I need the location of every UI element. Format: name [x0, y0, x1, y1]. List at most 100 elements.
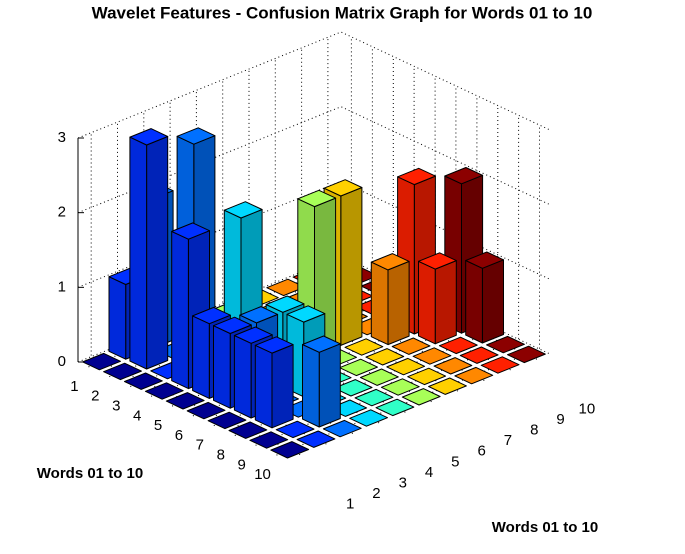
- bar-face: [233, 335, 252, 419]
- bar-face: [434, 260, 457, 345]
- bar: [438, 336, 478, 355]
- bar: [322, 419, 362, 438]
- bar-top: [365, 348, 405, 366]
- bar-top: [265, 295, 305, 313]
- bar-face: [340, 187, 363, 346]
- x-tick-label: 7: [504, 432, 512, 449]
- bar-face: [318, 343, 341, 428]
- bar-top: [459, 346, 499, 364]
- y-tick-label: 7: [196, 437, 204, 454]
- bar-top: [239, 306, 279, 324]
- bar-top: [344, 338, 384, 356]
- bar-top: [380, 378, 420, 396]
- bar: [296, 430, 336, 448]
- z-tick-label: 2: [58, 204, 66, 221]
- bar-top: [165, 392, 205, 410]
- bar-top: [401, 388, 441, 406]
- y-tick-label: 1: [70, 378, 78, 395]
- bar-top: [296, 430, 336, 448]
- bar: [186, 401, 226, 420]
- bar-face: [302, 344, 320, 428]
- x-axis-label: Words 01 to 10: [492, 519, 598, 536]
- bar: [375, 398, 415, 417]
- bar-top: [223, 201, 263, 219]
- bar-face: [481, 259, 504, 344]
- bar: [339, 358, 378, 377]
- bar-face: [254, 344, 273, 429]
- bar-top: [302, 335, 341, 353]
- bar: [207, 411, 247, 430]
- bar-top: [444, 167, 484, 185]
- bar-top: [454, 366, 494, 385]
- bar-top: [129, 128, 169, 146]
- bar-top: [360, 368, 399, 386]
- bar: [144, 382, 184, 400]
- x-tick-label: 8: [530, 421, 538, 438]
- grid-line: [255, 115, 520, 446]
- bar: [386, 357, 426, 376]
- grid-line: [77, 31, 551, 139]
- bar: [270, 441, 310, 459]
- bar: [433, 357, 473, 375]
- z-tick-label: 0: [58, 353, 66, 370]
- bar: [365, 348, 405, 366]
- bar-top: [249, 431, 289, 449]
- bar-top: [213, 316, 252, 334]
- bar: [428, 377, 467, 395]
- y-tick-label: 5: [154, 417, 162, 434]
- bar: [275, 420, 315, 439]
- bar-top: [480, 356, 520, 374]
- bar-top: [391, 337, 431, 355]
- bar-top: [297, 189, 337, 208]
- grid-line: [88, 36, 352, 368]
- x-tick-label: 4: [425, 464, 433, 481]
- bar: [124, 372, 163, 390]
- bar-top: [233, 326, 273, 344]
- grid-line: [276, 125, 540, 456]
- z-tick-label: 1: [58, 278, 66, 295]
- bar: [349, 409, 388, 427]
- bar-face: [387, 260, 410, 346]
- y-tick-label: 6: [175, 427, 183, 444]
- bar: [103, 362, 142, 381]
- bar-top: [207, 411, 247, 430]
- bar-top: [370, 253, 410, 271]
- bar-top: [397, 167, 436, 186]
- bar-face: [171, 230, 189, 390]
- bar: [407, 367, 446, 386]
- bar: [480, 356, 520, 374]
- bar-face: [271, 344, 294, 429]
- bar-top: [428, 377, 467, 395]
- bar-top: [176, 127, 216, 145]
- bar: [344, 338, 384, 356]
- bar-top: [171, 222, 210, 240]
- bar-top: [354, 388, 394, 407]
- bar-top: [323, 179, 363, 197]
- y-tick-label: 10: [254, 466, 271, 483]
- bar-top: [386, 357, 426, 376]
- bar: [370, 253, 410, 346]
- bar: [165, 392, 205, 410]
- bar-top: [412, 347, 452, 365]
- x-tick-label: 9: [556, 411, 564, 428]
- bar-face: [129, 136, 148, 370]
- bar-top: [103, 362, 142, 381]
- bar-top: [270, 441, 310, 459]
- bar: [354, 388, 394, 407]
- y-tick-label: 4: [133, 407, 141, 424]
- bar-top: [124, 372, 163, 390]
- bar: [360, 368, 399, 386]
- grid-line: [130, 56, 394, 387]
- bar-face: [418, 260, 436, 345]
- bar: [380, 378, 420, 396]
- bar: [302, 335, 341, 428]
- bar: [465, 251, 504, 344]
- y-axis-label: Words 01 to 10: [37, 465, 143, 482]
- bar-top: [418, 252, 457, 270]
- bar-face: [108, 276, 127, 360]
- grid-line: [213, 95, 478, 427]
- bar: [82, 352, 121, 371]
- bar-top: [507, 345, 546, 364]
- bar-top: [186, 401, 226, 420]
